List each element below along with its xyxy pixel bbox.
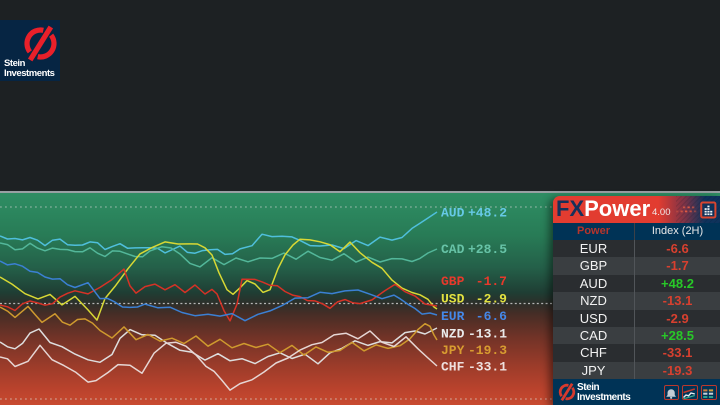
svg-text:USD: USD [441,292,465,307]
svg-text:EUR: EUR [441,309,465,324]
svg-text:CAD: CAD [441,242,465,257]
svg-text:JPY: JPY [441,343,465,358]
svg-text:-2.9: -2.9 [476,292,507,307]
svg-text:AUD: AUD [441,206,465,221]
svg-text:-33.1: -33.1 [468,360,507,375]
svg-text:-1.7: -1.7 [476,274,507,289]
svg-text:+28.5: +28.5 [468,242,507,257]
svg-text:+48.2: +48.2 [468,206,507,221]
svg-text:-6.6: -6.6 [476,309,507,324]
svg-text:-19.3: -19.3 [468,343,507,358]
svg-text:CHF: CHF [441,360,465,375]
svg-text:NZD: NZD [441,327,465,342]
svg-text:-13.1: -13.1 [468,327,507,342]
svg-text:GBP: GBP [441,274,465,289]
